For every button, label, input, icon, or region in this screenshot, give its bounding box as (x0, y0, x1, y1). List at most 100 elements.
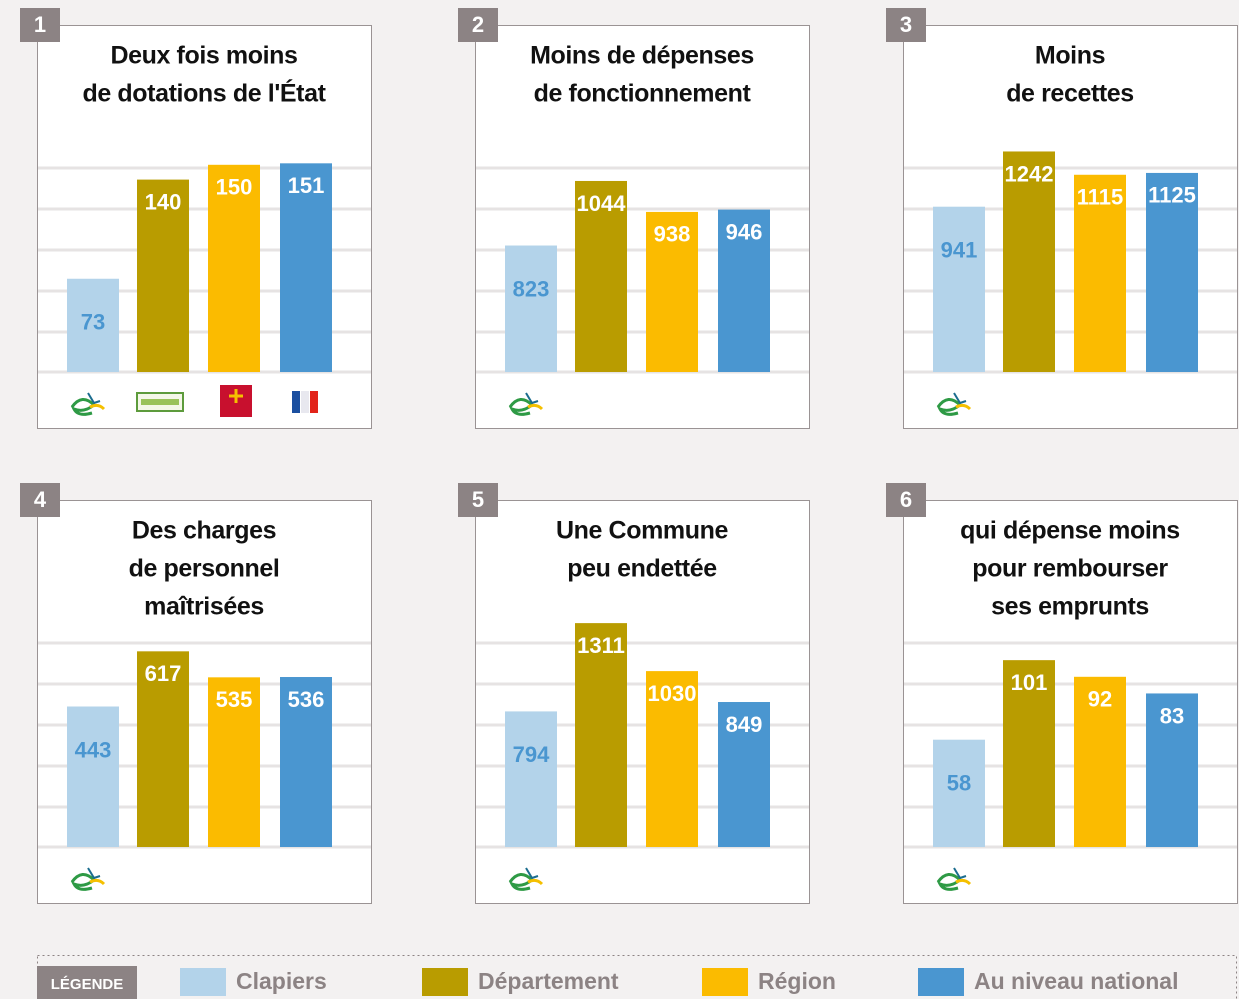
logo-yellow (955, 403, 972, 411)
value-label: 794 (513, 742, 550, 767)
chart-title: de fonctionnement (534, 80, 752, 108)
flag-red (310, 391, 318, 413)
value-label: 536 (288, 687, 325, 712)
logo-yellow (955, 878, 972, 886)
panel-number-badge (458, 8, 498, 42)
bar (137, 179, 189, 372)
logo-yellow (527, 403, 544, 411)
bar (718, 209, 770, 372)
value-label: 83 (1160, 703, 1184, 728)
logo-accent (87, 392, 101, 405)
panel-number-badge (20, 483, 60, 517)
value-label: 1044 (577, 191, 627, 216)
chart-title: Deux fois moins (110, 42, 297, 70)
value-label: 443 (75, 737, 112, 762)
value-label: 946 (726, 219, 763, 244)
logo-accent (953, 867, 967, 880)
panel-number-badge (458, 483, 498, 517)
chart-title: Des charges (132, 517, 276, 545)
bar (933, 206, 985, 372)
value-label: 73 (81, 310, 105, 335)
clapiers-logo (508, 867, 544, 891)
legend-title: LÉGENDE (51, 976, 124, 993)
bar (575, 180, 627, 372)
chart-title: maîtrisées (144, 593, 264, 621)
panel-number: 2 (472, 12, 484, 37)
logo-accent (953, 392, 967, 405)
clapiers-logo (936, 867, 972, 891)
logo-swoosh (508, 873, 535, 891)
bar (1003, 660, 1055, 847)
value-label: 1242 (1005, 161, 1054, 186)
chart-title: Une Commune (556, 517, 729, 545)
bar (1074, 676, 1126, 847)
bar (646, 671, 698, 847)
logo-yellow (527, 878, 544, 886)
legend-swatch (180, 968, 226, 996)
value-label: 617 (145, 661, 182, 686)
panel-number: 1 (34, 12, 46, 37)
bar (575, 623, 627, 847)
value-label: 1030 (648, 681, 697, 706)
logo-yellow (89, 403, 106, 411)
clapiers-logo (936, 392, 972, 416)
chart-title: Moins (1035, 42, 1105, 70)
value-label: 849 (726, 712, 763, 737)
bar (67, 706, 119, 847)
legend-label: Région (758, 968, 836, 994)
bar (280, 677, 332, 847)
bar (505, 245, 557, 372)
chart-title: Moins de dépenses (530, 42, 754, 70)
bar (1146, 693, 1198, 847)
logo-accent (525, 867, 539, 880)
legend-label: Au niveau national (974, 968, 1178, 994)
bar (208, 164, 260, 372)
value-label: 1115 (1077, 185, 1124, 210)
legend-label: Clapiers (236, 968, 327, 994)
value-label: 535 (216, 687, 253, 712)
herault-logo-band (141, 399, 179, 405)
value-label: 150 (216, 175, 253, 200)
bar (280, 163, 332, 372)
panel-number-badge (20, 8, 60, 42)
chart-title: ses emprunts (991, 593, 1149, 621)
value-label: 938 (654, 222, 691, 247)
logo-swoosh (70, 398, 97, 416)
bar (1146, 172, 1198, 372)
panel-number: 6 (900, 487, 912, 512)
bar (933, 739, 985, 847)
logo-swoosh (936, 398, 963, 416)
value-label: 1125 (1148, 183, 1196, 208)
value-label: 92 (1088, 687, 1112, 712)
chart-title: de recettes (1006, 80, 1134, 108)
clapiers-logo (70, 867, 106, 891)
bar (718, 702, 770, 847)
bar (1074, 174, 1126, 372)
bar (67, 278, 119, 372)
legend-label: Département (478, 968, 619, 994)
bar (505, 711, 557, 847)
flag-white (301, 391, 309, 413)
panel-number-badge (886, 8, 926, 42)
value-label: 58 (947, 771, 971, 796)
logo-accent (87, 867, 101, 880)
value-label: 101 (1011, 670, 1048, 695)
chart-title: qui dépense moins (960, 517, 1180, 545)
legend-badge (37, 966, 137, 999)
value-label: 1311 (577, 633, 625, 658)
chart-title: de personnel (129, 555, 280, 583)
logo-swoosh (508, 398, 535, 416)
bar (208, 677, 260, 847)
value-label: 941 (941, 238, 978, 263)
panel-number: 5 (472, 487, 484, 512)
value-label: 823 (513, 276, 550, 301)
logo-swoosh (936, 873, 963, 891)
bar (646, 211, 698, 372)
logo-swoosh (70, 873, 97, 891)
legend-swatch (422, 968, 468, 996)
chart-title: peu endettée (567, 555, 717, 583)
occitanie-cross (229, 389, 243, 403)
logo-yellow (89, 878, 106, 886)
value-label: 140 (145, 189, 182, 214)
